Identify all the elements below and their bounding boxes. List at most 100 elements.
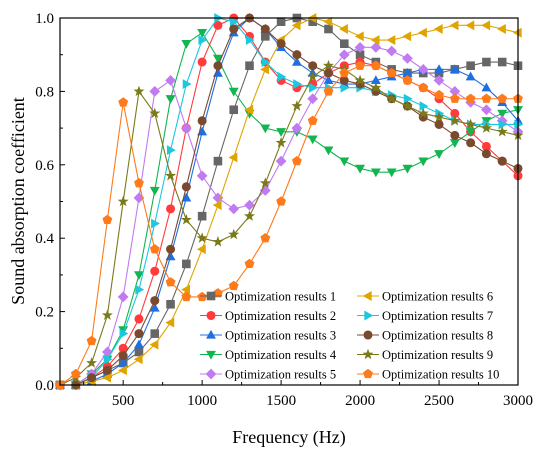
data-point <box>197 211 207 221</box>
legend-marker <box>206 329 216 339</box>
x-tick-label: 500 <box>112 393 135 409</box>
data-point <box>481 93 492 103</box>
data-point <box>134 339 144 349</box>
x-axis-ticks: 500 1000 1500 2000 2500 3000 <box>83 380 533 409</box>
data-point <box>370 168 381 178</box>
data-point <box>324 24 333 34</box>
data-point <box>355 60 365 70</box>
data-point <box>450 130 460 140</box>
data-point <box>182 79 192 89</box>
data-point <box>166 299 175 309</box>
data-point <box>134 271 144 281</box>
data-point <box>181 284 190 295</box>
data-point <box>213 288 223 298</box>
data-point <box>370 41 382 53</box>
x-tick-label: 1500 <box>266 393 296 409</box>
data-point <box>417 64 429 75</box>
data-point <box>103 354 113 365</box>
data-point <box>276 17 286 26</box>
x-tick-label: 2500 <box>424 393 454 409</box>
data-point <box>118 365 127 376</box>
data-point <box>244 258 255 269</box>
data-point <box>165 317 175 328</box>
data-point <box>481 141 491 151</box>
data-point <box>149 107 161 119</box>
data-point <box>228 203 240 215</box>
data-point <box>212 54 223 64</box>
data-point <box>481 104 492 116</box>
data-point <box>228 228 240 240</box>
data-point <box>150 296 160 306</box>
data-point <box>86 335 97 346</box>
data-point <box>118 97 129 107</box>
data-point <box>276 196 287 206</box>
data-point <box>322 59 334 71</box>
data-point <box>481 20 491 31</box>
data-point <box>465 71 476 81</box>
data-point <box>307 115 318 125</box>
data-point <box>118 351 128 361</box>
data-point <box>354 31 364 42</box>
legend-marker <box>362 291 372 301</box>
data-point <box>196 170 208 182</box>
data-point <box>355 164 366 174</box>
data-point <box>466 138 476 148</box>
data-point <box>149 186 160 196</box>
legend-entry-optimization-results-3: Optimization results 3 <box>200 329 336 343</box>
data-point <box>198 35 208 45</box>
data-point <box>260 64 269 75</box>
legend-marker <box>362 348 374 360</box>
data-point <box>449 114 461 126</box>
legend-marker <box>206 310 216 321</box>
data-point <box>133 85 145 97</box>
data-point <box>261 32 270 41</box>
x-tick-label: 2000 <box>345 393 375 409</box>
data-point <box>433 111 445 122</box>
data-point <box>418 82 429 92</box>
data-point <box>134 347 144 357</box>
y-tick-label: 0.4 <box>35 231 54 247</box>
data-point <box>481 149 491 159</box>
data-point <box>291 20 301 31</box>
data-point <box>135 284 145 295</box>
legend-marker <box>363 368 373 379</box>
data-point <box>496 125 508 137</box>
data-point <box>370 35 380 45</box>
legend-entry-optimization-results-1: Optimization results 1 <box>200 290 336 304</box>
data-point <box>339 67 350 78</box>
data-point <box>117 195 129 207</box>
data-point <box>340 82 350 93</box>
data-point <box>434 119 444 129</box>
plot-series <box>54 12 524 391</box>
data-point <box>434 89 444 100</box>
y-tick-label: 0.2 <box>35 305 54 321</box>
legend-label: Optimization results 4 <box>225 348 337 362</box>
data-point <box>403 93 413 104</box>
data-point <box>323 86 334 96</box>
data-point <box>307 70 319 82</box>
data-point <box>497 93 508 103</box>
y-tick-label: 0.8 <box>35 84 54 100</box>
data-point <box>291 155 302 166</box>
data-point <box>497 24 506 34</box>
data-point <box>307 135 318 145</box>
data-point <box>386 45 398 57</box>
x-tick-label: 1000 <box>187 393 217 409</box>
data-point <box>196 232 208 243</box>
data-point <box>118 326 129 336</box>
data-point <box>260 124 271 134</box>
data-point <box>275 155 287 167</box>
data-point <box>102 214 113 225</box>
data-point <box>465 93 476 103</box>
data-point <box>482 57 491 67</box>
data-point <box>259 177 271 188</box>
data-point <box>166 244 176 254</box>
legend-entry-optimization-results-4: Optimization results 4 <box>200 348 337 362</box>
data-point <box>149 339 159 350</box>
data-point <box>102 365 112 375</box>
data-point <box>449 20 459 31</box>
data-point <box>402 164 413 174</box>
data-point <box>181 291 192 302</box>
legend-entry-optimization-results-10: Optimization results 10 <box>357 368 499 382</box>
data-point <box>180 122 192 134</box>
